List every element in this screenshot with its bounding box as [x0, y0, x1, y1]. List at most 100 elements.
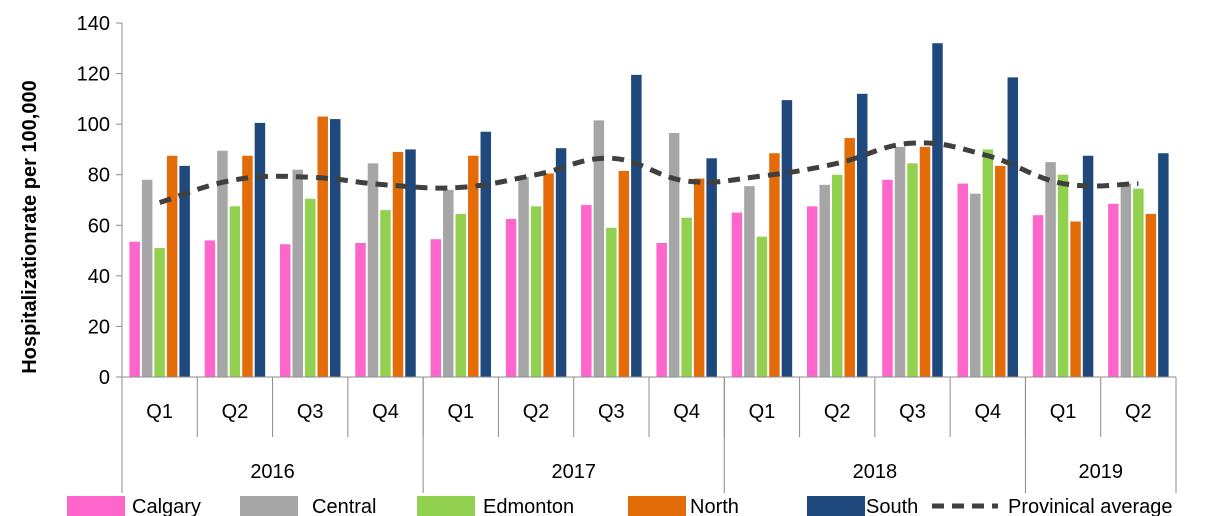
bar-south [555, 148, 567, 377]
bar-calgary [882, 179, 893, 377]
legend-swatch-calgary [67, 496, 125, 516]
legend: Calgary Central Edmonton North South Provinic… [67, 496, 1173, 516]
bar-calgary [129, 241, 140, 377]
legend-label-provincial-average: Provinical average [1008, 496, 1173, 516]
bar-edmonton [380, 210, 391, 377]
bar-edmonton [756, 236, 768, 377]
year-label: 2019 [1078, 461, 1123, 483]
legend-swatch-south [807, 496, 865, 516]
bar-calgary [1032, 215, 1044, 377]
y-tick-label: 40 [88, 266, 110, 288]
bar-central [217, 150, 228, 377]
bar-north [693, 178, 705, 377]
year-label: 2017 [551, 461, 596, 483]
bar-central [894, 146, 906, 377]
bar-south [329, 119, 341, 377]
legend-label-central: Central [312, 496, 376, 516]
y-tick-label: 140 [77, 13, 110, 35]
bar-calgary [505, 218, 517, 377]
y-tick-label: 120 [77, 64, 110, 86]
provincial-average-line [158, 140, 1139, 205]
bar-south [631, 74, 642, 377]
y-tick-label: 60 [88, 215, 110, 237]
bars [129, 43, 1169, 378]
year-label: 2018 [853, 461, 898, 483]
x-tick-label: Q3 [297, 401, 324, 423]
bar-central [744, 186, 755, 377]
bar-south [706, 158, 717, 377]
legend-swatch-central [240, 496, 298, 516]
bar-edmonton [455, 213, 467, 377]
legend-label-south: South [866, 496, 918, 516]
bar-edmonton [530, 206, 542, 377]
bar-north [242, 155, 253, 377]
y-axis-label: Hospitalizationrate per 100,000 [19, 80, 41, 373]
bar-south [1082, 155, 1094, 377]
x-axis: Q1 Q2 Q3 Q4 Q1 Q2 Q3 Q4 Q1 Q2 Q3 Q4 Q1 Q2 2016 2017 2018… [121, 376, 1177, 493]
bar-central [1120, 183, 1132, 377]
bar-calgary [204, 240, 216, 377]
bar-north [618, 170, 630, 377]
bar-south [781, 100, 793, 377]
legend-label-edmonton: Edmonton [483, 496, 574, 516]
bar-edmonton [154, 248, 165, 377]
bar-central [367, 163, 379, 377]
average-line [158, 140, 1139, 205]
bar-south [480, 131, 492, 377]
bar-calgary [656, 242, 667, 377]
bar-edmonton [229, 206, 241, 377]
bar-north [1145, 213, 1157, 377]
x-tick-label: Q4 [673, 401, 700, 423]
bar-north [166, 155, 178, 377]
bar-calgary [279, 244, 291, 377]
bar-calgary [806, 206, 818, 377]
bar-central [668, 132, 680, 377]
bar-calgary [957, 183, 969, 377]
y-tick-label: 100 [77, 114, 110, 136]
bar-central [518, 177, 529, 377]
bar-edmonton [907, 163, 918, 377]
bar-calgary [731, 212, 743, 377]
legend-label-calgary: Calgary [132, 496, 201, 516]
y-tick-label: 20 [88, 316, 110, 338]
bar-central [443, 189, 454, 377]
bar-edmonton [304, 198, 316, 377]
x-tick-label: Q2 [1125, 401, 1152, 423]
bar-south [856, 93, 868, 378]
bar-south [254, 122, 266, 377]
x-tick-label: Q3 [899, 401, 926, 423]
bar-south [405, 149, 416, 377]
x-tick-label: Q4 [372, 401, 399, 423]
x-tick-label: Q2 [523, 401, 550, 423]
bar-central [593, 120, 605, 377]
bar-north [543, 173, 554, 377]
bar-north [468, 155, 479, 377]
legend-swatch-edmonton [417, 496, 475, 516]
x-tick-label: Q1 [146, 401, 173, 423]
bar-south [1007, 77, 1019, 377]
bar-north [844, 138, 855, 377]
bar-south [1158, 153, 1169, 377]
bar-north [317, 116, 328, 378]
bar-calgary [355, 242, 366, 377]
bar-edmonton [681, 217, 692, 377]
bar-central [1045, 162, 1056, 377]
bar-calgary [1108, 203, 1119, 377]
bar-south [179, 165, 190, 377]
bar-edmonton [606, 227, 617, 377]
bar-north [995, 165, 1006, 377]
legend-label-north: North [690, 496, 739, 516]
bar-north [769, 153, 780, 377]
bar-edmonton [1133, 188, 1144, 377]
y-axis: 0 20 40 60 80 100 120 140 [77, 13, 123, 389]
bar-calgary [430, 239, 442, 377]
y-tick-label: 80 [88, 165, 110, 187]
bar-central [141, 179, 153, 377]
legend-swatch-north [628, 496, 686, 516]
x-tick-label: Q3 [598, 401, 625, 423]
year-label: 2016 [250, 461, 295, 483]
bar-central [970, 193, 981, 377]
bar-north [1070, 221, 1081, 377]
x-tick-label: Q1 [447, 401, 474, 423]
